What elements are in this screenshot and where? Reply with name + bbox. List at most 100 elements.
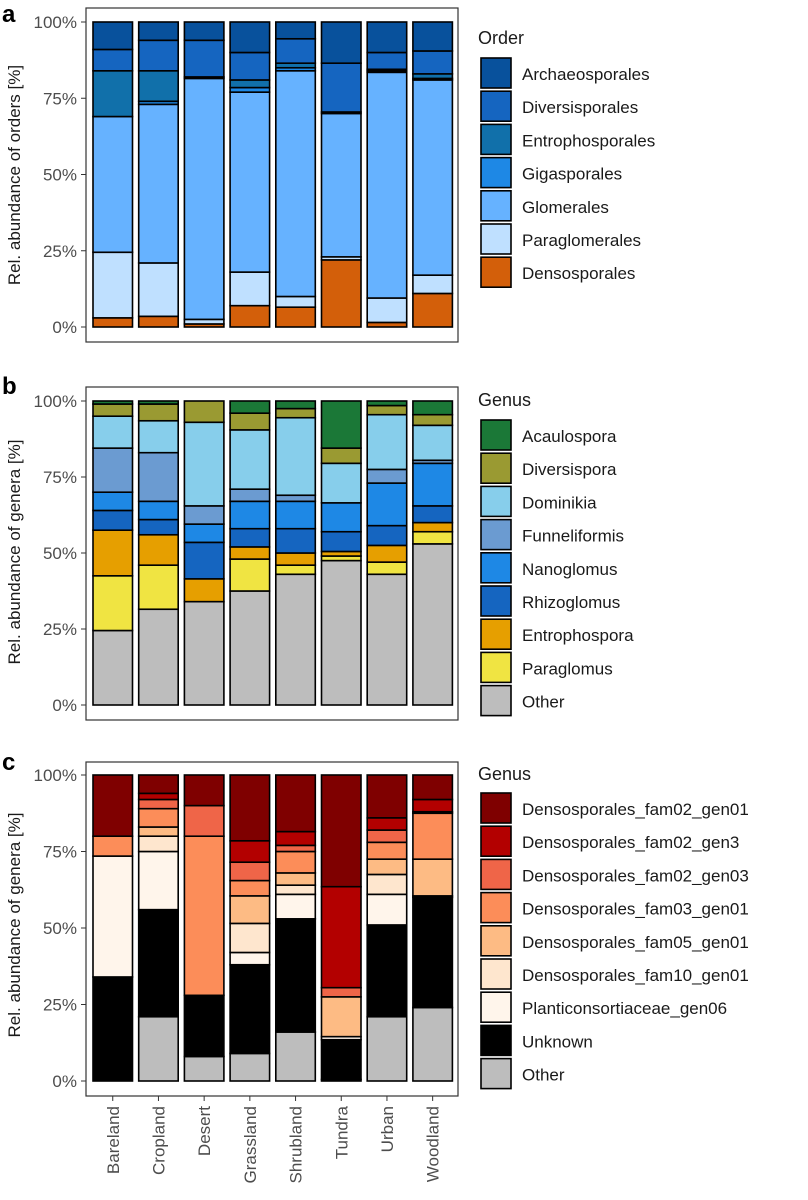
legend-label: Entrophospora bbox=[522, 626, 634, 645]
x-tick-label: Shrubland bbox=[287, 1106, 306, 1184]
bar-segment-tundra-nanoglomus bbox=[320, 502, 362, 533]
legend-label: Densosporales_fam05_gen01 bbox=[522, 933, 749, 952]
bar-segment-bareland-planticonsortiaceae_gen06 bbox=[92, 855, 134, 978]
legend-swatch bbox=[480, 452, 512, 485]
legend-swatch bbox=[480, 991, 512, 1024]
bar-segment-cropland-diversisporales bbox=[137, 39, 179, 72]
bar-segment-cropland-glomerales bbox=[137, 103, 179, 264]
bar-segment-grassland-densosporales_fam10_gen01 bbox=[229, 922, 271, 954]
bar-segment-cropland-other bbox=[137, 608, 179, 706]
bar-segment-desert-densosporales_fam02_gen01 bbox=[183, 774, 225, 807]
bar-segment-bareland-diversispora bbox=[92, 403, 134, 418]
bar-segment-grassland-densosporales bbox=[229, 304, 271, 328]
legend-swatch bbox=[480, 551, 512, 584]
bar-segment-cropland-funneliformis bbox=[137, 451, 179, 503]
panel-a: 0% 25% 50% 75% 100% bbox=[34, 7, 459, 343]
bar-segment-shrubland-diversisporales bbox=[274, 37, 317, 64]
bar-segment-woodland-densosporales_fam03_gen01 bbox=[412, 812, 454, 860]
bar-segment-cropland-densosporales bbox=[137, 315, 179, 328]
legend-swatch bbox=[480, 585, 512, 617]
bar-segment-woodland-densosporales_fam02_gen01 bbox=[412, 774, 454, 801]
x-axis: Bareland Cropland Desert Grassland Shrubland… bbox=[104, 1096, 443, 1184]
bar-segment-tundra-densosporales_fam02_gen01 bbox=[320, 774, 362, 888]
bar-segment-tundra-archaeosporales bbox=[320, 21, 362, 64]
bar-segment-grassland-densosporales_fam02_gen3 bbox=[229, 839, 271, 864]
bar-segment-urban-paraglomerales bbox=[366, 297, 408, 324]
legend-label: Entrophosporales bbox=[522, 131, 655, 150]
legend-title-c: Genus bbox=[478, 764, 531, 784]
bar-segment-urban-paraglomus bbox=[366, 561, 408, 576]
bar-segment-bareland-paraglomerales bbox=[92, 251, 134, 319]
bar-segment-shrubland-other bbox=[274, 1031, 317, 1082]
bar-segment-shrubland-diversispora bbox=[274, 407, 317, 419]
legend-swatch bbox=[480, 618, 512, 651]
bar-segment-grassland-glomerales bbox=[229, 91, 271, 273]
legend-label: Densosporales_fam02_gen3 bbox=[522, 833, 739, 852]
bar-segment-desert-other bbox=[183, 1055, 225, 1082]
bar-segment-urban-other bbox=[366, 573, 408, 706]
bar-segment-cropland-planticonsortiaceae_gen06 bbox=[137, 850, 179, 911]
bar-segment-cropland-dominikia bbox=[137, 419, 179, 454]
x-tick-label: Bareland bbox=[104, 1106, 123, 1174]
bar-segment-grassland-diversispora bbox=[229, 412, 271, 431]
legend-title-a: Order bbox=[478, 28, 524, 48]
bar-segment-grassland-archaeosporales bbox=[229, 21, 271, 54]
legend-label: Other bbox=[522, 693, 565, 712]
x-tick-label: Woodland bbox=[424, 1106, 443, 1182]
bar-segment-grassland-paraglomus bbox=[229, 558, 271, 592]
bar-segment-woodland-rhizoglomus bbox=[412, 505, 454, 524]
y-tick-label: 0% bbox=[52, 696, 77, 715]
bar-segment-urban-acaulospora bbox=[366, 400, 408, 407]
bar-segment-cropland-diversispora bbox=[137, 403, 179, 422]
legend-swatch bbox=[480, 792, 512, 824]
bar-segment-grassland-densosporales_fam03_gen01 bbox=[229, 879, 271, 897]
bar-segment-desert-entrophospora bbox=[183, 578, 225, 603]
bar-segment-bareland-entrophospora bbox=[92, 529, 134, 577]
bar-segment-woodland-acaulospora bbox=[412, 400, 454, 416]
y-tick-label: 25% bbox=[43, 620, 77, 639]
bar-segment-urban-entrophospora bbox=[366, 544, 408, 563]
bar-segment-shrubland-archaeosporales bbox=[274, 21, 317, 40]
bar-segment-urban-densosporales_fam02_gen01 bbox=[366, 774, 408, 819]
bar-segment-desert-nanoglomus bbox=[183, 523, 225, 544]
legend-title-b: Genus bbox=[478, 390, 531, 410]
bar-segment-bareland-dominikia bbox=[92, 415, 134, 449]
legend-swatch bbox=[480, 123, 512, 156]
legend-label: Densosporales_fam03_gen01 bbox=[522, 900, 749, 919]
legend-label: Unknown bbox=[522, 1032, 593, 1051]
bar-segment-bareland-paraglomus bbox=[92, 574, 134, 632]
bar-segment-shrubland-unknown bbox=[274, 918, 317, 1033]
bar-segment-bareland-acaulospora bbox=[92, 400, 134, 405]
legend-label: Nanoglomus bbox=[522, 560, 617, 579]
bar-segment-shrubland-glomerales bbox=[274, 70, 317, 298]
legend-label: Diversispora bbox=[522, 460, 617, 479]
legend-label: Acaulospora bbox=[522, 427, 617, 446]
bar-segment-woodland-dominikia bbox=[412, 424, 454, 462]
bar-segment-shrubland-planticonsortiaceae_gen06 bbox=[274, 893, 317, 920]
bar-segment-desert-densosporales_fam02_gen03 bbox=[183, 804, 225, 837]
bar-segment-urban-glomerales bbox=[366, 71, 408, 299]
bar-segment-grassland-planticonsortiaceae_gen06 bbox=[229, 951, 271, 966]
y-tick-label: 50% bbox=[43, 919, 77, 938]
bar-segment-urban-diversispora bbox=[366, 404, 408, 416]
y-tick-label: 50% bbox=[43, 166, 77, 185]
bar-segment-shrubland-densosporales_fam02_gen01 bbox=[274, 774, 317, 833]
legend-b: Acaulospora Diversispora Dominikia Funnelif… bbox=[480, 419, 634, 717]
bar-segment-bareland-densosporales bbox=[92, 317, 134, 328]
x-tick-label: Cropland bbox=[149, 1106, 168, 1175]
bar-segment-shrubland-dominikia bbox=[274, 416, 317, 497]
legend-swatch bbox=[480, 958, 512, 990]
bar-segment-bareland-densosporales_fam02_gen01 bbox=[92, 774, 134, 838]
bar-segment-urban-diversisporales bbox=[366, 51, 408, 71]
legend-swatch bbox=[480, 419, 512, 451]
bar-segment-woodland-diversisporales bbox=[412, 50, 454, 75]
legend-swatch bbox=[480, 1024, 512, 1057]
legend-label: Funneliformis bbox=[522, 527, 624, 546]
x-tick-label: Tundra bbox=[332, 1105, 351, 1159]
legend-label: Paraglomerales bbox=[522, 231, 641, 250]
bar-segment-tundra-densosporales_fam02_gen03 bbox=[320, 986, 362, 998]
bar-segment-shrubland-paraglomerales bbox=[274, 295, 317, 308]
bar-segment-tundra-dominikia bbox=[320, 462, 362, 504]
bar-segment-bareland-nanoglomus bbox=[92, 491, 134, 512]
